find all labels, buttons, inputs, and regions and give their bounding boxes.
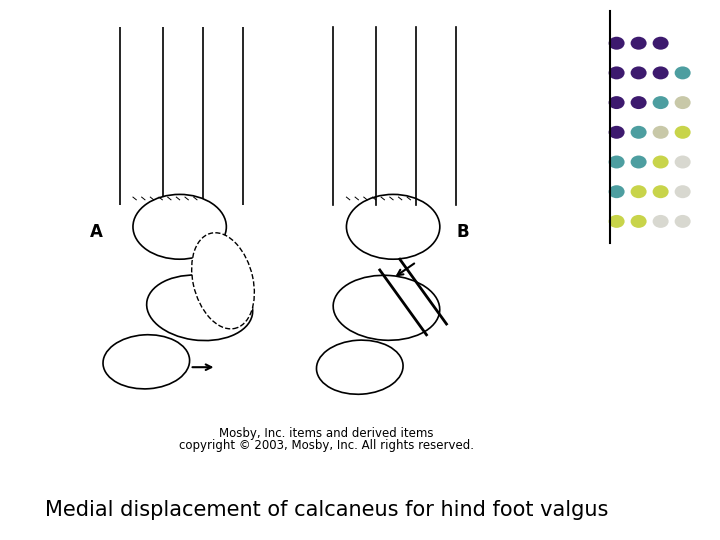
- Circle shape: [631, 66, 647, 79]
- Circle shape: [631, 185, 647, 198]
- Circle shape: [631, 156, 647, 168]
- Ellipse shape: [147, 275, 253, 341]
- Circle shape: [608, 37, 625, 50]
- Ellipse shape: [333, 275, 440, 340]
- Circle shape: [652, 37, 669, 50]
- Circle shape: [652, 215, 669, 228]
- Circle shape: [675, 215, 690, 228]
- Text: A: A: [90, 223, 103, 241]
- Circle shape: [631, 37, 647, 50]
- Circle shape: [608, 126, 625, 139]
- Circle shape: [652, 126, 669, 139]
- Circle shape: [608, 96, 625, 109]
- Text: B: B: [457, 223, 469, 241]
- Circle shape: [631, 126, 647, 139]
- Ellipse shape: [317, 340, 403, 394]
- Circle shape: [631, 215, 647, 228]
- Circle shape: [652, 96, 669, 109]
- Circle shape: [652, 156, 669, 168]
- FancyBboxPatch shape: [53, 11, 600, 475]
- Circle shape: [675, 96, 690, 109]
- Text: Medial displacement of calcaneus for hind foot valgus: Medial displacement of calcaneus for hin…: [45, 500, 608, 521]
- Circle shape: [652, 66, 669, 79]
- Ellipse shape: [103, 335, 189, 389]
- Ellipse shape: [133, 194, 226, 259]
- Circle shape: [608, 156, 625, 168]
- Circle shape: [675, 66, 690, 79]
- Ellipse shape: [192, 233, 254, 329]
- Circle shape: [652, 185, 669, 198]
- Circle shape: [675, 126, 690, 139]
- Circle shape: [608, 215, 625, 228]
- Circle shape: [631, 96, 647, 109]
- Circle shape: [608, 66, 625, 79]
- Ellipse shape: [346, 194, 440, 259]
- Text: Mosby, Inc. items and derived items: Mosby, Inc. items and derived items: [219, 427, 433, 440]
- Circle shape: [675, 185, 690, 198]
- Circle shape: [608, 185, 625, 198]
- Text: copyright © 2003, Mosby, Inc. All rights reserved.: copyright © 2003, Mosby, Inc. All rights…: [179, 439, 474, 452]
- Circle shape: [675, 156, 690, 168]
